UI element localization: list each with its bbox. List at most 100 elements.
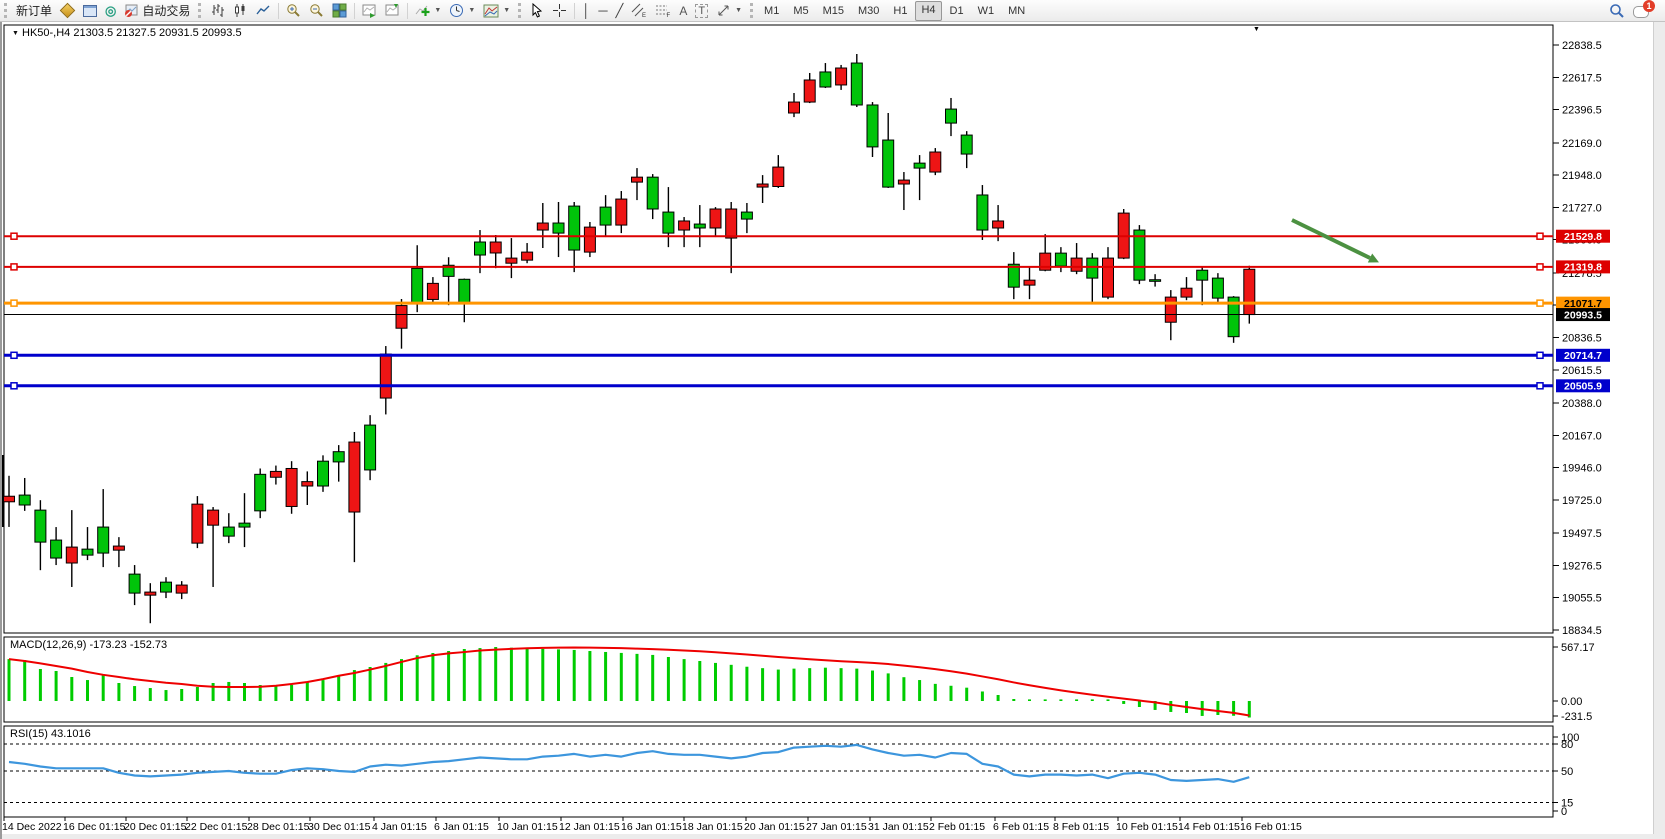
rsi-tick-label: 50 <box>1561 766 1573 778</box>
line-handle[interactable] <box>1536 263 1544 271</box>
candle <box>317 460 329 487</box>
candle <box>442 264 455 277</box>
toolbar-grip[interactable] <box>198 3 202 18</box>
macd-indicator-label: MACD(12,26,9) -173.23 -152.73 <box>10 639 168 651</box>
candle <box>1086 257 1099 279</box>
date-label: 6 Feb 01:15 <box>993 821 1049 833</box>
symbol-dropdown-icon[interactable]: ▼ <box>12 30 19 37</box>
channel-tool[interactable]: E <box>627 1 651 21</box>
zoom-in-button[interactable] <box>282 1 305 21</box>
price-badge <box>1556 296 1610 310</box>
candle <box>740 211 753 220</box>
trendline-tool[interactable]: ╱ <box>612 1 628 21</box>
rsi-tick-label: 15 <box>1561 798 1573 810</box>
price-tick-label: 19946.0 <box>1562 463 1602 475</box>
data-window-button[interactable] <box>79 1 101 21</box>
line-handle[interactable] <box>10 351 18 360</box>
line-handle[interactable] <box>1536 299 1544 307</box>
candle <box>756 183 769 188</box>
date-label: 14 Dec 2022 <box>2 821 62 833</box>
one-click-marker[interactable]: ▼ <box>1253 26 1260 33</box>
candle <box>65 546 78 564</box>
crosshair-button[interactable] <box>548 1 571 21</box>
price-badge <box>1556 379 1610 393</box>
indicators-icon <box>415 5 430 16</box>
candle <box>112 545 125 551</box>
chart-ohlc-values: 21303.5 21327.5 20931.5 20993.5 <box>73 27 242 39</box>
line-handle[interactable] <box>10 263 18 271</box>
trendline-icon: ╱ <box>615 2 624 18</box>
timeframe-m1[interactable]: M1 <box>764 4 780 17</box>
line-handle[interactable] <box>10 232 18 240</box>
price-tick-label: 19497.5 <box>1562 528 1602 540</box>
line-handle[interactable] <box>10 299 18 307</box>
price-tick-label: 22396.5 <box>1562 105 1602 117</box>
line-handle[interactable] <box>1536 351 1544 360</box>
line-handle[interactable] <box>1536 232 1544 240</box>
auto-scroll-button[interactable] <box>358 1 381 21</box>
candle <box>866 104 879 148</box>
timeframe-mn[interactable]: MN <box>1008 4 1026 17</box>
timeframe-d1[interactable]: D1 <box>949 4 964 17</box>
text-tool[interactable]: A <box>675 1 691 21</box>
new-order-button[interactable]: 新订单 <box>12 1 56 21</box>
fibonacci-tool[interactable]: F <box>651 1 675 21</box>
candle <box>819 71 832 88</box>
line-handle[interactable] <box>1536 382 1544 390</box>
candlestick-chart-button[interactable] <box>229 1 252 21</box>
timeframe-m30[interactable]: M30 <box>858 4 880 17</box>
date-label: 27 Jan 01:15 <box>806 821 867 833</box>
price-chart-pane[interactable] <box>3 24 1554 634</box>
indicators-button[interactable]: ▼ <box>411 1 445 21</box>
chevron-down-icon: ▼ <box>503 7 511 14</box>
search-icon[interactable] <box>1609 3 1625 19</box>
candle <box>1007 263 1020 288</box>
rsi-tick-label: 100 <box>1561 732 1579 744</box>
vertical-line-tool[interactable]: │ <box>578 1 594 21</box>
candle <box>1023 279 1036 286</box>
candle <box>50 539 63 559</box>
arrows-icon <box>718 5 729 16</box>
candle <box>1149 279 1162 282</box>
signals-button[interactable]: ◎ <box>101 1 120 21</box>
date-label: 10 Jan 01:15 <box>497 821 558 833</box>
chart-shift-button[interactable] <box>381 1 404 21</box>
candle <box>803 79 816 103</box>
market-watch-button[interactable] <box>56 1 79 21</box>
candle <box>364 424 377 471</box>
bar-chart-button[interactable] <box>206 1 229 21</box>
tile-windows-button[interactable] <box>328 1 351 21</box>
candle <box>945 108 957 124</box>
horizontal-line-tool[interactable]: ─ <box>594 1 611 21</box>
toolbar-grip[interactable] <box>4 3 7 18</box>
macd-signal-line <box>8 646 1250 717</box>
timeframe-w1[interactable]: W1 <box>977 4 995 17</box>
candle <box>97 526 110 554</box>
periods-button[interactable]: ▼ <box>445 1 479 21</box>
templates-button[interactable]: ▼ <box>479 1 514 21</box>
candle <box>426 282 439 300</box>
rsi-line <box>8 743 1250 783</box>
cursor-button[interactable] <box>526 1 548 21</box>
toolbar-separator <box>407 2 409 19</box>
timeframe-h1[interactable]: H1 <box>893 4 908 17</box>
zoom-out-button[interactable] <box>305 1 328 21</box>
timeframe-h4[interactable]: H4 <box>915 0 942 21</box>
candle <box>144 591 157 596</box>
fibo-letter: F <box>667 13 671 18</box>
signals-icon: ◎ <box>105 2 117 18</box>
auto-trading-button[interactable]: 自动交易 <box>120 1 194 21</box>
notifications-button[interactable]: 1 <box>1633 0 1655 18</box>
trend-arrow[interactable] <box>1291 218 1371 260</box>
candle <box>1243 268 1256 316</box>
timeframe-m15[interactable]: M15 <box>822 4 845 17</box>
trend-arrow-head[interactable] <box>1367 253 1379 263</box>
toolbar-grip[interactable] <box>518 3 522 18</box>
line-chart-button[interactable] <box>252 1 275 21</box>
toolbar-grip[interactable] <box>750 3 754 18</box>
timeframe-m5[interactable]: M5 <box>793 4 809 17</box>
label-tool[interactable]: T <box>691 1 712 21</box>
line-handle[interactable] <box>10 382 18 390</box>
shapes-tool[interactable]: ▼ <box>712 1 746 21</box>
